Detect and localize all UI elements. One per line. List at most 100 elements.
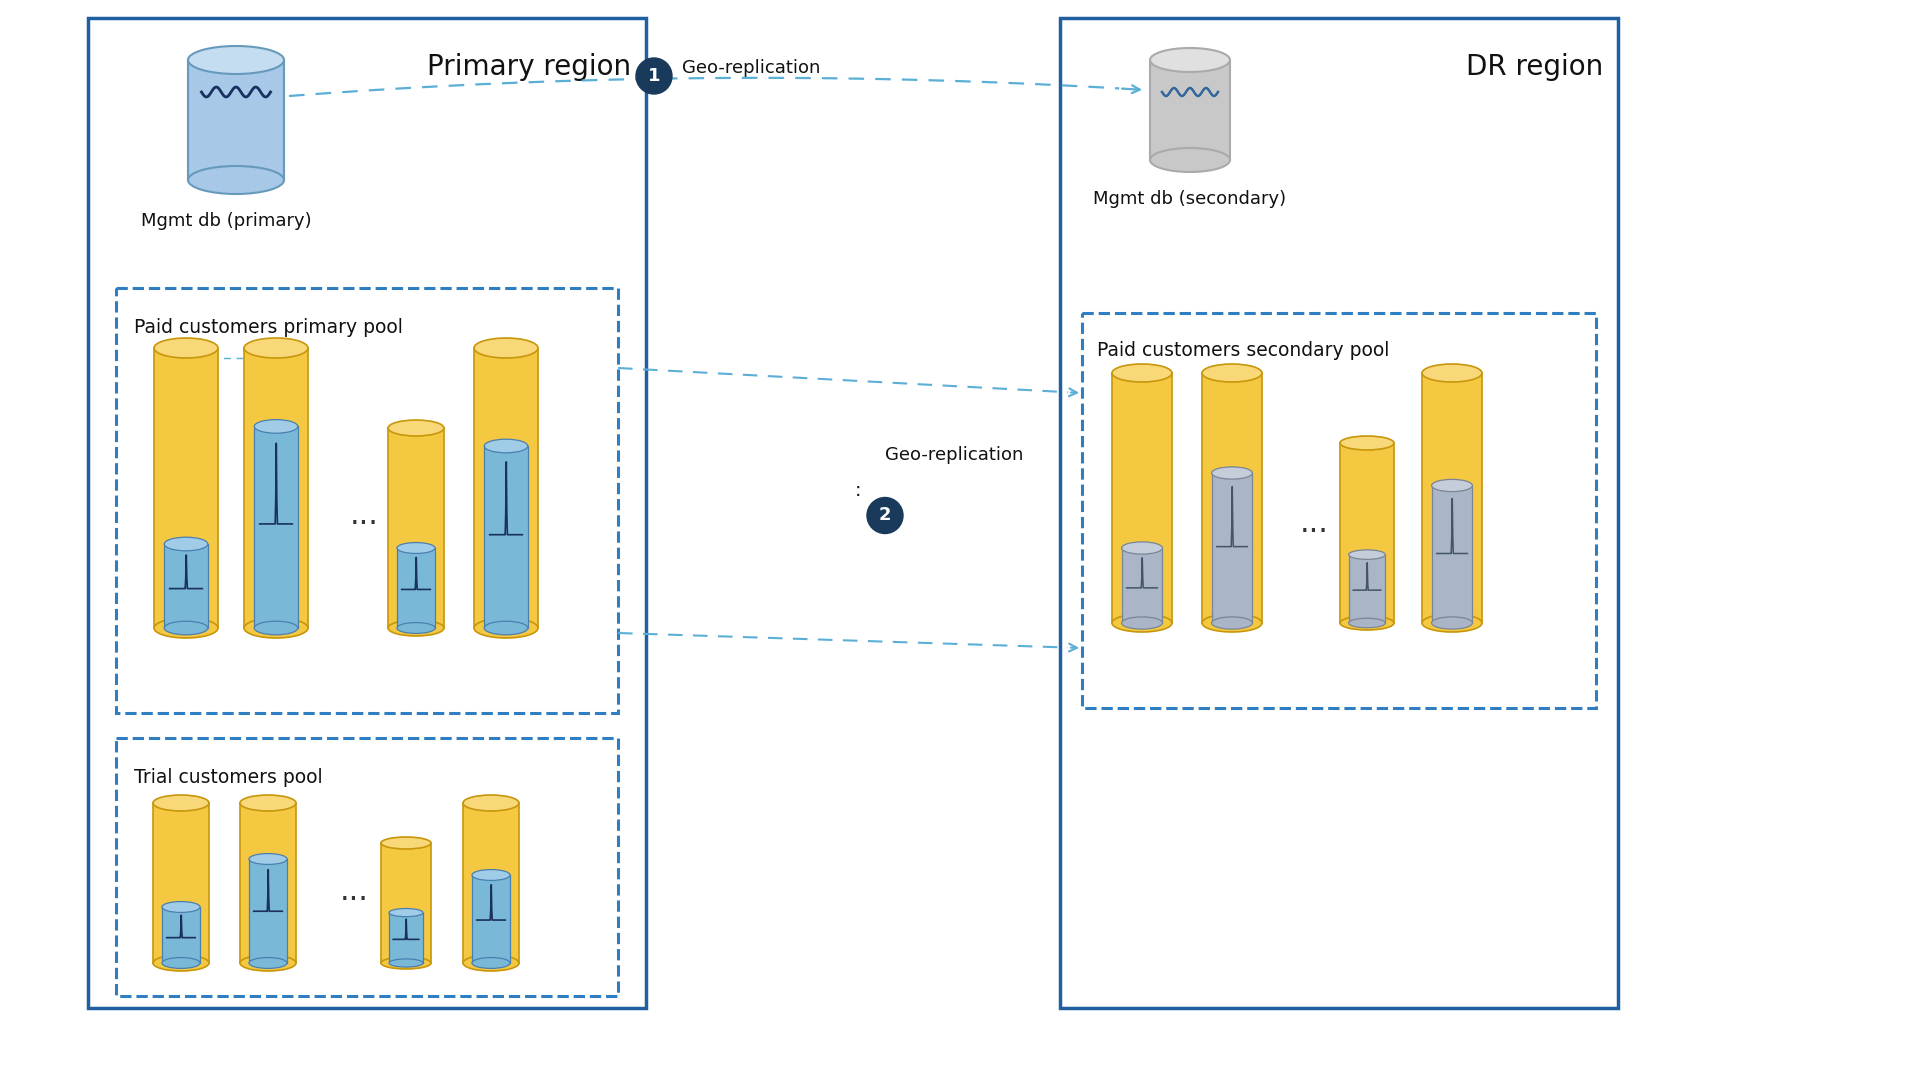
Bar xyxy=(381,843,431,963)
Bar xyxy=(165,544,207,628)
Ellipse shape xyxy=(1202,614,1261,632)
Bar xyxy=(1112,373,1171,623)
Ellipse shape xyxy=(389,909,424,917)
Ellipse shape xyxy=(397,543,435,554)
Ellipse shape xyxy=(387,420,445,436)
Text: 2: 2 xyxy=(878,506,891,524)
Bar xyxy=(473,348,539,628)
Bar xyxy=(188,60,284,180)
Bar xyxy=(161,907,199,963)
Ellipse shape xyxy=(397,623,435,633)
Ellipse shape xyxy=(255,621,297,634)
Ellipse shape xyxy=(249,854,288,865)
Bar xyxy=(1060,18,1618,1008)
Ellipse shape xyxy=(1112,614,1171,632)
Bar xyxy=(240,803,295,963)
Bar xyxy=(1121,548,1162,623)
Ellipse shape xyxy=(1432,617,1472,629)
Text: Paid customers secondary pool: Paid customers secondary pool xyxy=(1097,341,1390,360)
Text: DR region: DR region xyxy=(1467,53,1603,81)
Bar xyxy=(1150,60,1231,160)
Ellipse shape xyxy=(165,537,207,550)
Ellipse shape xyxy=(153,955,209,971)
Ellipse shape xyxy=(381,837,431,849)
Ellipse shape xyxy=(243,618,309,638)
Ellipse shape xyxy=(472,957,510,968)
Ellipse shape xyxy=(1350,618,1386,628)
Ellipse shape xyxy=(1150,148,1231,172)
Text: Primary region: Primary region xyxy=(427,53,631,81)
Text: Trial customers pool: Trial customers pool xyxy=(134,768,322,787)
Bar xyxy=(397,548,435,628)
Ellipse shape xyxy=(464,955,520,971)
Bar xyxy=(1212,473,1252,623)
Ellipse shape xyxy=(1340,436,1394,450)
Bar xyxy=(1350,555,1386,623)
Ellipse shape xyxy=(1350,550,1386,559)
Text: Geo-replication: Geo-replication xyxy=(682,59,820,76)
Bar xyxy=(464,803,520,963)
Ellipse shape xyxy=(165,621,207,634)
Circle shape xyxy=(866,498,903,533)
Ellipse shape xyxy=(188,46,284,74)
Ellipse shape xyxy=(153,338,219,358)
Ellipse shape xyxy=(381,957,431,969)
Ellipse shape xyxy=(1121,617,1162,629)
Ellipse shape xyxy=(249,957,288,968)
Text: Mgmt db (primary): Mgmt db (primary) xyxy=(140,212,311,230)
Ellipse shape xyxy=(1121,542,1162,555)
Ellipse shape xyxy=(1432,479,1472,491)
Ellipse shape xyxy=(153,618,219,638)
Ellipse shape xyxy=(153,795,209,811)
Text: Geo-replication: Geo-replication xyxy=(886,447,1024,464)
Text: Paid customers primary pool: Paid customers primary pool xyxy=(134,318,403,337)
Bar xyxy=(243,348,309,628)
Ellipse shape xyxy=(1422,364,1482,382)
Bar xyxy=(485,446,527,628)
Ellipse shape xyxy=(1422,614,1482,632)
Ellipse shape xyxy=(240,955,295,971)
Bar xyxy=(153,348,219,628)
Ellipse shape xyxy=(240,795,295,811)
Ellipse shape xyxy=(485,439,527,452)
Bar xyxy=(1081,313,1597,708)
Text: ...: ... xyxy=(1300,508,1328,537)
Ellipse shape xyxy=(255,420,297,433)
Text: Mgmt db (secondary): Mgmt db (secondary) xyxy=(1093,190,1286,208)
Ellipse shape xyxy=(1112,364,1171,382)
Bar xyxy=(117,738,617,996)
Bar xyxy=(117,288,617,713)
Bar xyxy=(88,18,646,1008)
Ellipse shape xyxy=(387,620,445,637)
Ellipse shape xyxy=(389,959,424,967)
Bar xyxy=(472,875,510,963)
Bar xyxy=(1202,373,1261,623)
Bar xyxy=(1340,443,1394,623)
Ellipse shape xyxy=(1212,467,1252,479)
Ellipse shape xyxy=(1150,48,1231,72)
Text: 1: 1 xyxy=(648,67,659,85)
Ellipse shape xyxy=(243,338,309,358)
Bar xyxy=(389,912,424,963)
Ellipse shape xyxy=(1212,617,1252,629)
Bar xyxy=(249,859,288,963)
Ellipse shape xyxy=(188,166,284,194)
Text: :: : xyxy=(855,481,861,500)
Ellipse shape xyxy=(473,338,539,358)
Ellipse shape xyxy=(485,621,527,634)
Ellipse shape xyxy=(1202,364,1261,382)
Bar xyxy=(153,803,209,963)
Text: ...: ... xyxy=(339,877,368,906)
Bar xyxy=(1422,373,1482,623)
Bar xyxy=(387,428,445,628)
Text: ...: ... xyxy=(349,502,378,531)
Ellipse shape xyxy=(464,795,520,811)
Ellipse shape xyxy=(1340,616,1394,630)
Ellipse shape xyxy=(161,957,199,968)
Circle shape xyxy=(636,58,673,94)
Ellipse shape xyxy=(472,869,510,880)
Bar xyxy=(255,426,297,628)
Ellipse shape xyxy=(473,618,539,638)
Bar xyxy=(1432,486,1472,623)
Ellipse shape xyxy=(161,901,199,912)
